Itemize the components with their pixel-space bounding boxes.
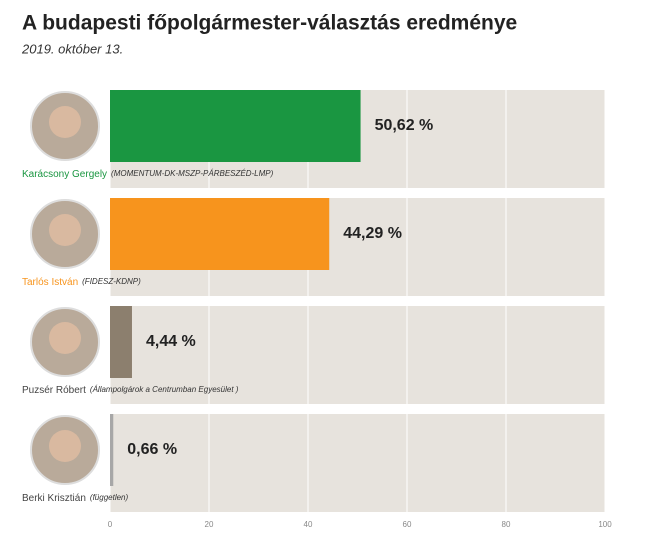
photo-face [49, 214, 81, 246]
chart-subtitle: 2019. október 13. [21, 41, 123, 56]
bar [110, 198, 330, 270]
x-tick-label: 80 [502, 520, 511, 529]
candidate-party: (FIDESZ-KDNP) [82, 277, 141, 286]
value-label: 0,66 % [127, 441, 177, 458]
candidate-party: (MOMENTUM-DK-MSZP-PÁRBESZÉD-LMP) [111, 169, 274, 178]
bar [110, 90, 361, 162]
bar [110, 306, 132, 378]
x-tick-label: 0 [108, 520, 113, 529]
candidate-label: Tarlós István (FIDESZ-KDNP) [22, 277, 141, 288]
candidate-label: Berki Krisztián (független) [22, 493, 128, 504]
candidate-party: (Állampolgárok a Centrumban Egyesület ) [90, 385, 239, 394]
photo-face [49, 430, 81, 462]
candidate-name: Tarlós István [22, 277, 78, 288]
candidate-label: Karácsony Gergely (MOMENTUM-DK-MSZP-PÁRBE… [22, 169, 274, 180]
value-label: 44,29 % [343, 225, 402, 242]
x-tick-label: 100 [598, 520, 612, 529]
candidate-name: Berki Krisztián [22, 493, 86, 504]
photo-face [49, 106, 81, 138]
x-tick-label: 60 [403, 520, 412, 529]
row-panel [110, 306, 605, 404]
value-label: 4,44 % [146, 333, 196, 350]
chart-title: A budapesti főpolgármester-választás ere… [22, 12, 517, 35]
candidate-party: (független) [90, 493, 129, 502]
candidate-label: Puzsér Róbert (Állampolgárok a Centrumban… [22, 385, 239, 396]
value-label: 50,62 % [375, 117, 434, 134]
candidate-name: Karácsony Gergely [22, 169, 107, 180]
x-tick-label: 40 [304, 520, 313, 529]
bar [110, 414, 114, 486]
candidate-name: Puzsér Róbert [22, 385, 86, 396]
photo-face [49, 322, 81, 354]
x-tick-label: 20 [205, 520, 214, 529]
row-panel [110, 414, 605, 512]
